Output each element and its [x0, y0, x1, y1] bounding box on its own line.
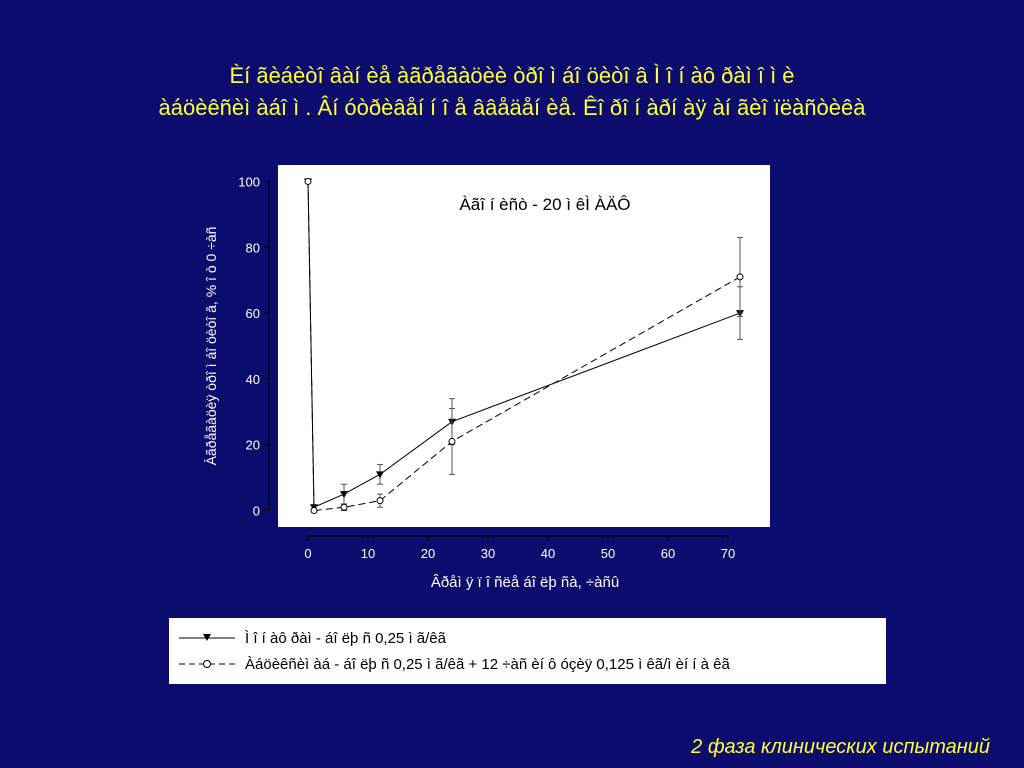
x-tick-label: 40	[541, 546, 555, 561]
y-tick-label: 60	[246, 306, 260, 321]
data-point	[310, 507, 318, 515]
series-1	[304, 177, 744, 515]
y-tick-label: 80	[246, 240, 260, 255]
legend-label-abciximab: Àáöèêñèì àá - áî ëþ ñ 0,25 ì ã/êã + 12 ÷…	[245, 655, 730, 673]
phase-footer: 2 фаза клинических испытаний	[691, 736, 990, 758]
x-tick-label: 30	[481, 546, 495, 561]
series-layer	[304, 177, 744, 515]
plot-area	[278, 165, 770, 527]
data-point	[376, 497, 384, 505]
x-tick-label: 60	[661, 546, 675, 561]
x-tick-label: 50	[601, 546, 615, 561]
legend: Ì î í àô ðàì - áî ëþ ñ 0,25 ì ã/êã Àáöèê…	[169, 618, 886, 684]
legend-label-monafram: Ì î í àô ðàì - áî ëþ ñ 0,25 ì ã/êã	[245, 629, 446, 647]
x-tick-label: 70	[721, 546, 735, 561]
legend-marker-solid-triangle	[179, 634, 235, 641]
y-axis-label: Àãðåãàöèÿ òðî ì áî öèòî â, % î ò 0 ÷àñ	[203, 227, 219, 466]
x-axis-label: Âðåì ÿ ï î ñëå áî ëþ ñà, ÷àñû	[431, 574, 619, 591]
data-point	[304, 177, 312, 185]
x-tick-label: 0	[304, 546, 311, 561]
slide-title: Èí ãèáèòî âàí èå àãðåãàöèè òðî ì áî öèòî…	[20, 60, 1004, 124]
y-tick-label: 100	[238, 174, 260, 189]
y-tick-label: 20	[246, 438, 260, 453]
data-point	[448, 437, 456, 445]
data-point	[376, 471, 384, 479]
legend-item-monafram: Ì î í àô ðàì - áî ëþ ñ 0,25 ì ã/êã	[177, 628, 446, 648]
legend-marker-dashed-circle	[179, 660, 235, 668]
series-line-1	[307, 181, 741, 512]
axes: 0 10 20 30 40 50 60 70 0 20 40 60 80 100	[238, 174, 735, 561]
data-point	[736, 273, 744, 281]
slide-title-line-1: Èí ãèáèòî âàí èå àãðåãàöèè òðî ì áî öèòî…	[229, 63, 795, 88]
y-tick-label: 0	[253, 504, 260, 519]
series-line-0	[307, 181, 741, 509]
slide-title-line-2: àáöèêñèì àáî ì . Âí óòðèâåí í î å ââåäåí…	[158, 95, 866, 120]
chart-title: Àãî í èñò - 20 ì êÌ ÀÄÔ	[459, 195, 630, 214]
legend-item-abciximab: Àáöèêñèì àá - áî ëþ ñ 0,25 ì ã/êã + 12 ÷…	[177, 654, 730, 674]
x-tick-label: 10	[361, 546, 375, 561]
data-point	[340, 491, 348, 499]
data-point	[340, 503, 348, 511]
x-tick-label: 20	[421, 546, 435, 561]
y-tick-label: 40	[246, 372, 260, 387]
